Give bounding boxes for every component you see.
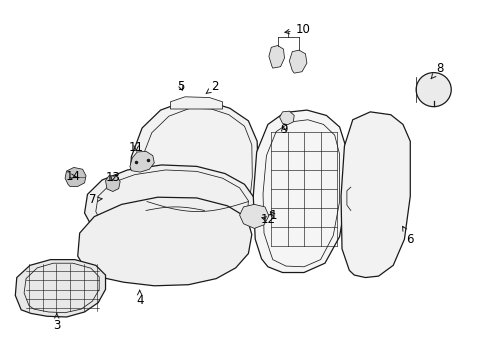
Polygon shape	[289, 50, 306, 73]
Text: 7: 7	[88, 193, 102, 206]
Polygon shape	[105, 176, 120, 192]
Text: 1: 1	[269, 210, 277, 222]
Text: 8: 8	[430, 62, 442, 79]
Polygon shape	[279, 111, 294, 125]
Text: 6: 6	[402, 226, 413, 246]
Text: 14: 14	[65, 170, 80, 183]
Text: 10: 10	[285, 23, 310, 36]
Ellipse shape	[415, 73, 450, 107]
Text: 3: 3	[53, 313, 61, 332]
Text: 4: 4	[136, 291, 143, 307]
Polygon shape	[78, 197, 251, 286]
Polygon shape	[253, 110, 345, 273]
Text: 5: 5	[177, 80, 184, 93]
Text: 2: 2	[206, 80, 219, 93]
Text: 9: 9	[279, 123, 286, 136]
Polygon shape	[84, 165, 254, 244]
Text: 11: 11	[128, 141, 143, 154]
Polygon shape	[128, 101, 258, 269]
Polygon shape	[340, 112, 409, 278]
Text: 13: 13	[105, 171, 120, 184]
Polygon shape	[268, 45, 284, 68]
Polygon shape	[130, 151, 154, 172]
Text: 12: 12	[260, 213, 275, 226]
Polygon shape	[239, 204, 268, 228]
Polygon shape	[65, 167, 86, 186]
Polygon shape	[170, 97, 222, 109]
Polygon shape	[15, 260, 105, 317]
